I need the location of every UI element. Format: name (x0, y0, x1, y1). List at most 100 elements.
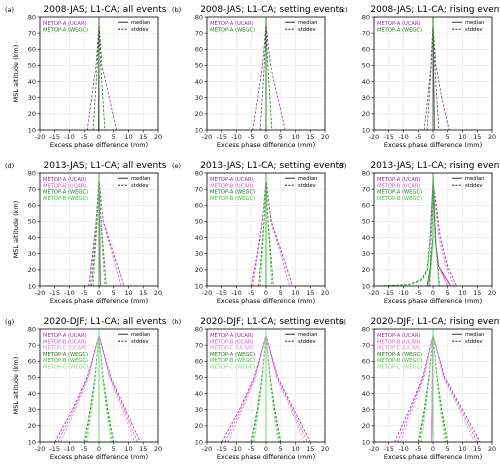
style-legend-label: median (298, 20, 317, 26)
x-tick-label: -20 (369, 133, 380, 141)
subplot-title: 2020-DJF; L1-CA; all events (44, 317, 167, 327)
y-tick-label: 80 (362, 169, 370, 177)
y-tick-label: 80 (195, 169, 203, 177)
y-tick-label: 10 (28, 438, 36, 446)
style-legend-label: median (465, 332, 484, 338)
y-tick-label: 70 (362, 185, 370, 193)
y-tick-label: 30 (28, 250, 36, 258)
x-tick-label: 10 (291, 289, 299, 297)
subplot-c: -20 -15 -10 -5 0 5 10 15 20 10 20 30 40 50 60 70 802008-… (339, 5, 500, 149)
x-tick-label: 20 (154, 133, 162, 141)
y-tick-label: 20 (362, 266, 370, 274)
subplot-title: 2008-JAS; L1-CA; setting events (200, 5, 344, 15)
median-line-1 (97, 16, 100, 131)
y-axis-label: MSL altitude (km) (12, 357, 20, 415)
style-legend-label: median (298, 176, 317, 182)
y-tick-label: 30 (28, 94, 36, 102)
legend-entry: METOP-A (UCAR) (210, 333, 254, 339)
y-tick-label: 10 (28, 282, 36, 290)
y-tick-label: 20 (195, 422, 203, 430)
y-tick-label: 30 (28, 406, 36, 414)
style-legend-label: median (131, 176, 150, 182)
x-tick-label: -5 (81, 133, 87, 141)
subplot-title: 2020-DJF; L1-CA; rising events (370, 317, 500, 327)
x-tick-label: 5 (446, 289, 450, 297)
x-tick-label: -20 (369, 289, 380, 297)
y-tick-label: 30 (195, 250, 203, 258)
x-tick-label: -5 (81, 289, 87, 297)
x-tick-label: 0 (97, 445, 101, 453)
x-tick-label: -20 (202, 289, 213, 297)
x-tick-label: -15 (383, 445, 394, 453)
x-axis-label: Excess phase difference (mm) (50, 453, 148, 461)
legend-entry: METOP-C (WEGC) (377, 365, 422, 371)
legend-entry: METOP-A (WEGC) (377, 352, 422, 358)
y-tick-label: 70 (28, 341, 36, 349)
x-tick-label: -10 (231, 445, 242, 453)
style-legend-label: median (465, 176, 484, 182)
x-tick-label: -20 (202, 445, 213, 453)
stddev-line-1 (224, 333, 308, 443)
y-tick-label: 80 (362, 13, 370, 21)
y-tick-label: 40 (362, 78, 370, 86)
y-tick-label: 10 (195, 282, 203, 290)
x-axis-label: Excess phase difference (mm) (217, 297, 315, 305)
x-tick-label: 0 (264, 133, 268, 141)
legend-entry: METOP-B (UCAR) (377, 339, 421, 345)
legend-entry: METOP-C (UCAR) (43, 346, 87, 352)
legend-entry: METOP-B (WEGC) (43, 196, 88, 202)
x-tick-label: -10 (398, 133, 409, 141)
legend-entry: METOP-B (WEGC) (377, 196, 422, 202)
x-tick-label: 20 (488, 133, 496, 141)
x-tick-label: -10 (64, 445, 75, 453)
y-tick-label: 50 (195, 374, 203, 382)
x-tick-label: -5 (248, 445, 254, 453)
y-tick-label: 40 (195, 234, 203, 242)
y-tick-label: 60 (28, 358, 36, 366)
style-legend-label: median (298, 332, 317, 338)
x-axis-label: Excess phase difference (mm) (50, 297, 148, 305)
x-tick-label: 0 (264, 445, 268, 453)
stddev-line-3 (92, 179, 106, 287)
x-tick-label: 0 (264, 289, 268, 297)
y-tick-label: 50 (362, 218, 370, 226)
x-tick-label: 0 (97, 289, 101, 297)
x-tick-label: 5 (112, 289, 116, 297)
x-tick-label: 5 (446, 133, 450, 141)
panel-label: (f) (339, 162, 346, 170)
style-legend-label: median (131, 332, 150, 338)
y-tick-label: 60 (362, 358, 370, 366)
stddev-line-3 (391, 179, 440, 287)
stddev-line-0 (394, 333, 481, 443)
x-tick-label: -15 (383, 133, 394, 141)
y-tick-label: 50 (195, 62, 203, 70)
panel-label: (e) (172, 162, 181, 170)
x-tick-label: 20 (154, 289, 162, 297)
y-tick-label: 40 (195, 390, 203, 398)
x-tick-label: 10 (458, 289, 466, 297)
x-tick-label: -10 (64, 289, 75, 297)
x-tick-label: 15 (306, 445, 314, 453)
legend-entry: METOP-B (WEGC) (210, 358, 255, 364)
stddev-line-1 (57, 333, 138, 443)
x-tick-label: -20 (35, 445, 46, 453)
y-tick-label: 40 (362, 234, 370, 242)
x-tick-label: -20 (35, 133, 46, 141)
x-tick-label: 5 (112, 133, 116, 141)
legend-entry: METOP-B (UCAR) (43, 339, 87, 345)
x-tick-label: 5 (446, 445, 450, 453)
legend-entry: METOP-B (UCAR) (377, 183, 421, 189)
x-tick-label: 15 (473, 445, 481, 453)
x-tick-label: 5 (279, 289, 283, 297)
y-tick-label: 70 (195, 185, 203, 193)
y-tick-label: 10 (195, 126, 203, 134)
x-axis-label: Excess phase difference (mm) (217, 453, 315, 461)
y-tick-label: 20 (195, 110, 203, 118)
panel-label: (b) (172, 6, 181, 14)
y-tick-label: 10 (362, 438, 370, 446)
panel-label: (c) (339, 6, 348, 14)
x-tick-label: -10 (231, 133, 242, 141)
style-legend-label: stddev (465, 183, 483, 189)
stddev-line-1 (92, 23, 106, 131)
style-legend-label: stddev (131, 183, 149, 189)
